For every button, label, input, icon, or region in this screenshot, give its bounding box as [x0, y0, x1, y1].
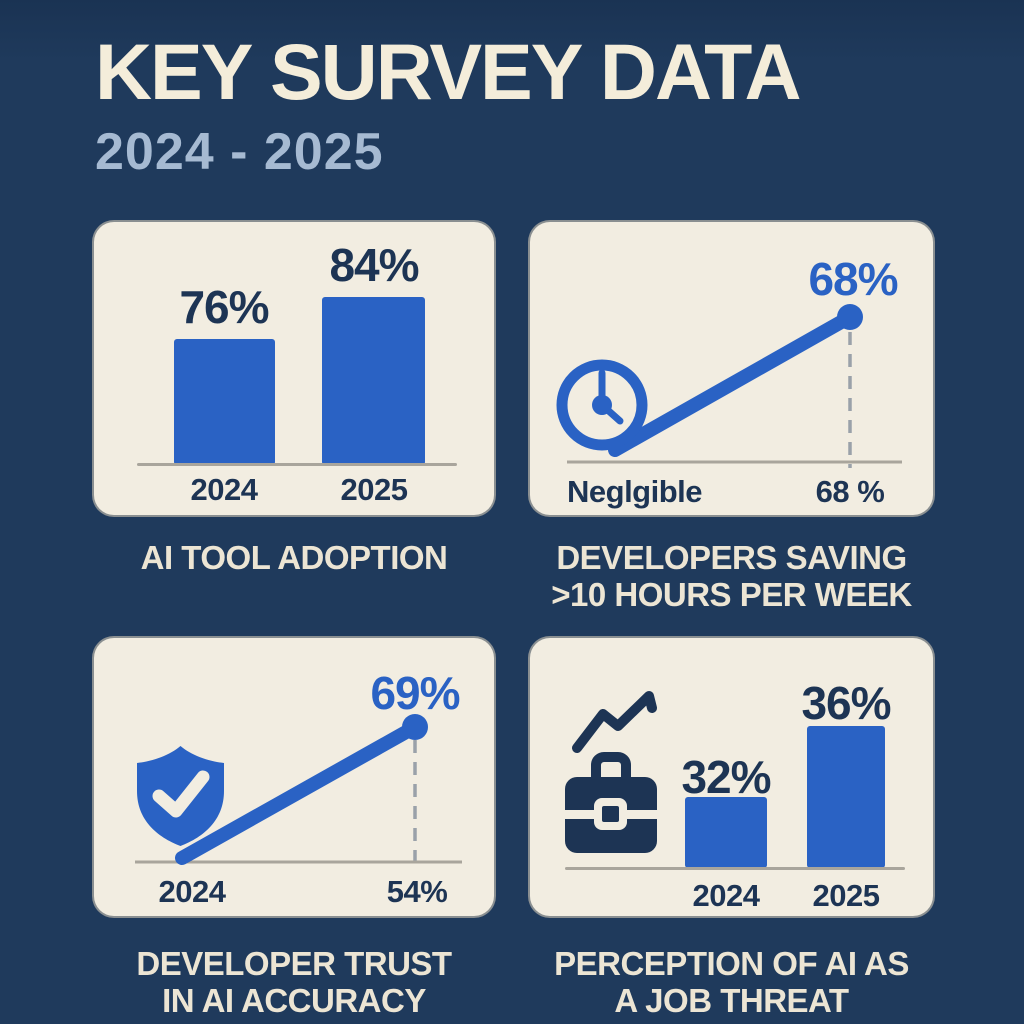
page-subtitle: 2024 - 2025 [95, 123, 384, 181]
card-developers-saving-time: 68% Neglgible 68 % [528, 220, 935, 517]
caption-line: PERCEPTION OF AI AS [554, 945, 909, 982]
peak-value-label: 69% [370, 667, 460, 719]
caption-line: >10 HOURS PER WEEK [551, 575, 912, 613]
clock-icon [556, 359, 648, 451]
line-chart-canvas [556, 304, 902, 468]
axis-baseline [565, 867, 905, 870]
caption-line: DEVELOPERS SAVING [556, 539, 907, 576]
trend-line [175, 720, 422, 865]
data-point-dot [837, 304, 863, 330]
shield-check-icon [137, 746, 224, 846]
x-label-end: 54% [386, 874, 448, 909]
bar-value-2024: 32% [681, 751, 771, 803]
briefcase-icon [565, 752, 657, 853]
bar-value-2025: 84% [329, 239, 419, 291]
card-developer-trust: 69% 2024 54% [92, 636, 496, 918]
caption-job-threat: PERCEPTION OF AI AS A JOB THREAT [528, 945, 935, 1020]
x-label-2025: 2025 [340, 472, 408, 507]
caption-line: IN AI ACCURACY [162, 981, 426, 1019]
trend-line [608, 310, 857, 457]
caption-line: A JOB THREAT [614, 981, 849, 1019]
trend-zigzag-icon [572, 691, 657, 753]
caption-developer-trust: DEVELOPER TRUST IN AI ACCURACY [92, 945, 496, 1020]
x-label-start: Neglgible [567, 474, 703, 509]
peak-value-label: 68% [808, 253, 898, 305]
bar-2024 [685, 797, 767, 868]
x-label-2024: 2024 [190, 472, 258, 507]
x-label-start: 2024 [158, 874, 226, 909]
bar-2025 [807, 726, 885, 868]
x-label-end: 68 % [815, 474, 885, 509]
x-label-2025: 2025 [812, 878, 880, 913]
bar-2025 [322, 297, 425, 465]
caption-line: DEVELOPER TRUST [136, 945, 452, 982]
data-point-dot [402, 714, 428, 740]
bar-value-2024: 76% [179, 281, 269, 333]
caption-line: AI TOOL ADOPTION [140, 539, 448, 576]
axis-baseline [137, 463, 457, 466]
bar-value-2025: 36% [801, 677, 891, 729]
card-ai-job-threat: 32% 36% 2024 2025 [528, 636, 935, 918]
icon-canvas [565, 691, 657, 853]
x-label-2024: 2024 [692, 878, 760, 913]
caption-developers-saving: DEVELOPERS SAVING >10 HOURS PER WEEK [528, 539, 935, 614]
page-title: KEY SURVEY DATA [95, 27, 802, 116]
bar-2024 [174, 339, 275, 465]
line-chart-canvas [135, 714, 462, 868]
caption-ai-tool-adoption: AI TOOL ADOPTION [92, 539, 496, 577]
card-ai-tool-adoption: 76% 84% 2024 2025 [92, 220, 496, 517]
